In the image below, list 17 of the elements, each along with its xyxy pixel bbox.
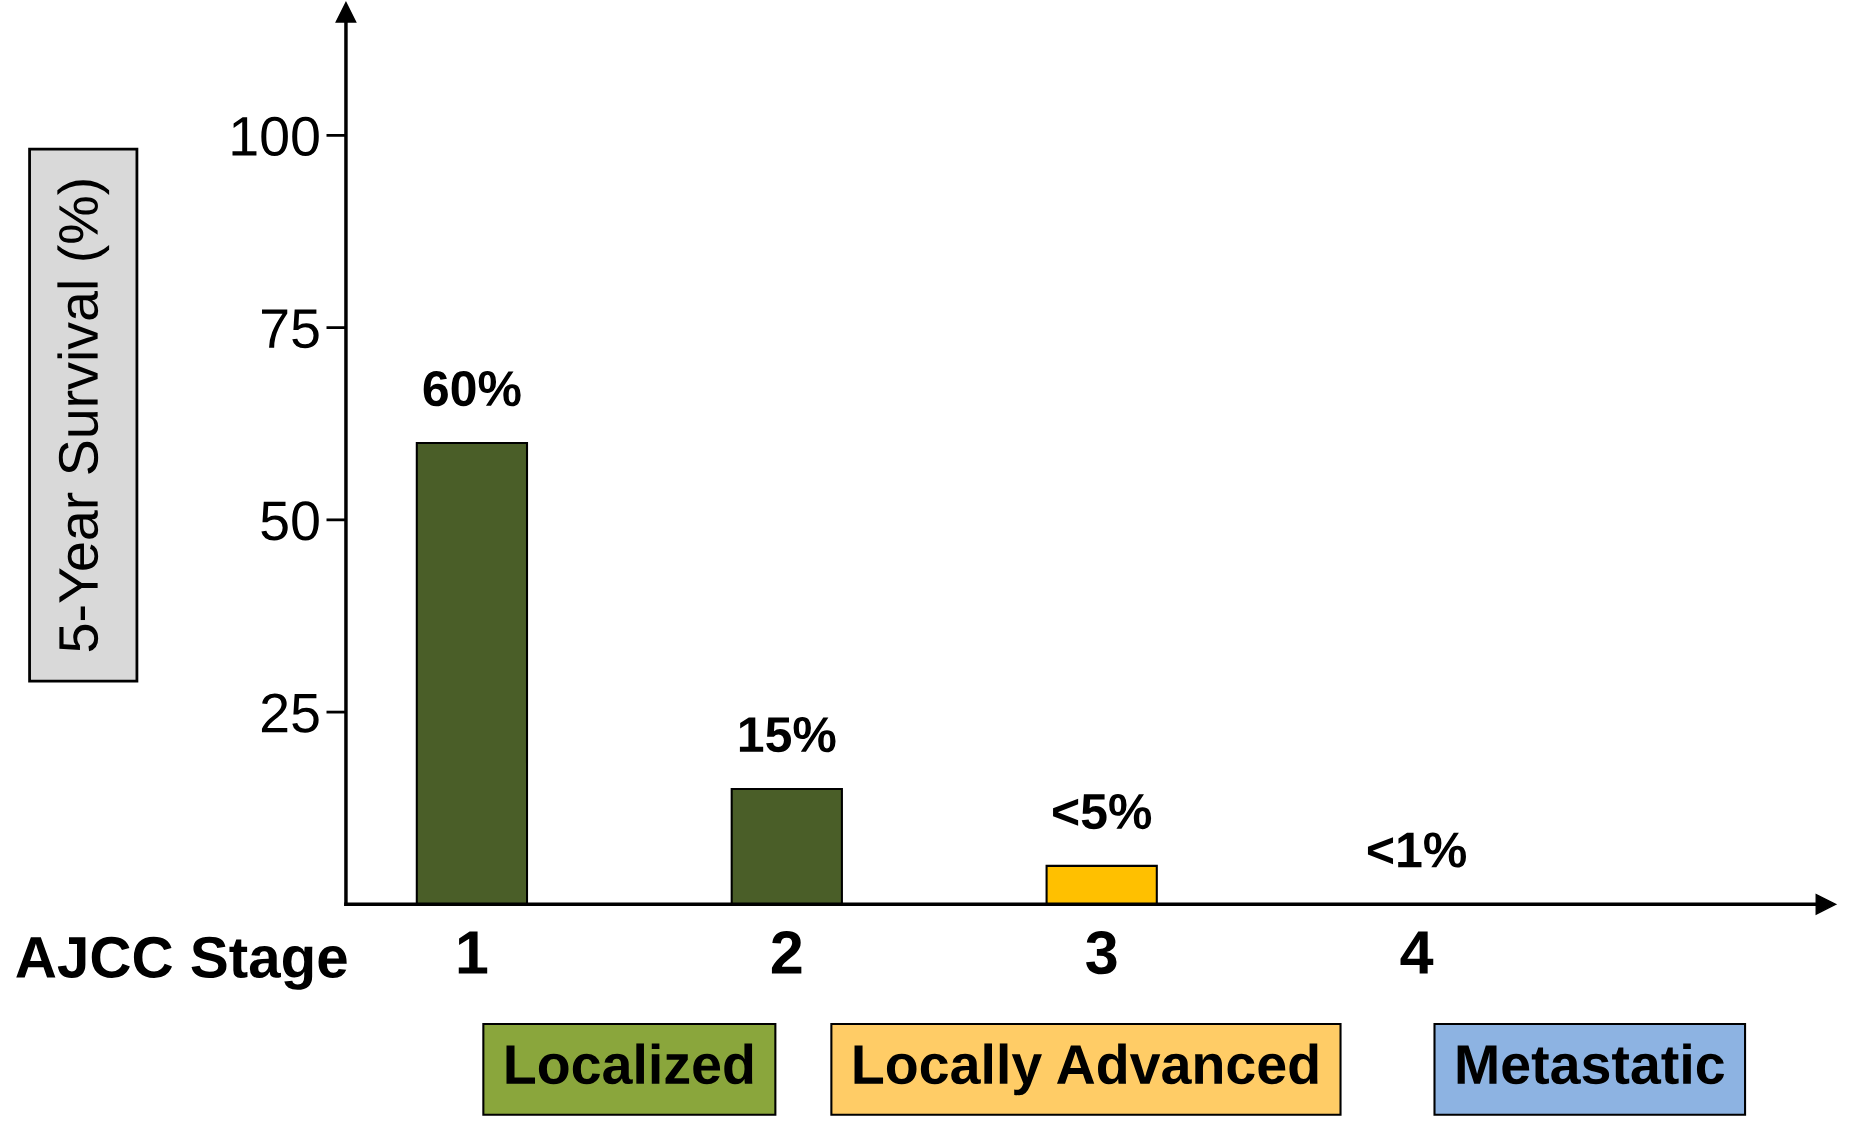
x-tick-label: 4 xyxy=(1400,931,1434,974)
y-tick-label: 25 xyxy=(261,693,319,733)
text: Metastatic xyxy=(1457,1043,1725,1085)
y-axis-title: 5-Year Survival (%) xyxy=(57,180,110,652)
x-axis-title: AJCC Stage xyxy=(16,936,347,990)
data-label: 15% xyxy=(739,717,836,753)
data-label: <5% xyxy=(1053,793,1152,830)
y-tick-label: 50 xyxy=(261,501,319,541)
text: Locally Advanced xyxy=(854,1043,1318,1096)
text: Localized xyxy=(506,1043,753,1085)
y-tick-label: 75 xyxy=(262,309,319,349)
x-tick-label: 1 xyxy=(458,931,488,974)
data-label: 60% xyxy=(423,370,521,407)
text: <1% xyxy=(1367,832,1466,868)
x-tick-label: 2 xyxy=(771,930,802,974)
y-tick-label: 100 xyxy=(232,116,319,157)
x-tick-label: 3 xyxy=(1086,930,1117,975)
